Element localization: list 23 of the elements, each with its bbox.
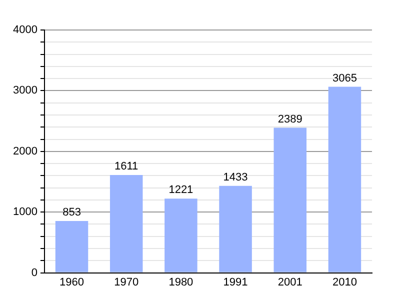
y-tick-label: 1000 [12, 206, 38, 218]
data-label: 853 [62, 206, 81, 219]
y-tick-label: 2000 [12, 145, 38, 158]
data-label: 1611 [114, 160, 138, 173]
y-tick-label: 3000 [12, 84, 38, 97]
data-label: 2389 [278, 113, 302, 126]
y-tick-label: 4000 [12, 24, 38, 36]
x-tick-label: 1960 [60, 276, 84, 288]
x-tick-label: 2001 [278, 276, 302, 288]
bar [55, 221, 88, 272]
data-label: 3065 [332, 72, 357, 84]
bar [274, 128, 306, 272]
x-tick-label: 2010 [332, 276, 357, 288]
data-label: 1433 [223, 171, 248, 184]
bar [219, 186, 252, 272]
bar [164, 198, 198, 272]
bar [110, 175, 143, 272]
bar [328, 86, 362, 272]
x-tick-label: 1970 [114, 276, 139, 288]
x-tick-label: 1991 [223, 276, 248, 288]
data-label: 1221 [168, 184, 194, 196]
y-tick-label: 0 [31, 266, 38, 279]
x-tick-label: 1980 [168, 276, 194, 288]
